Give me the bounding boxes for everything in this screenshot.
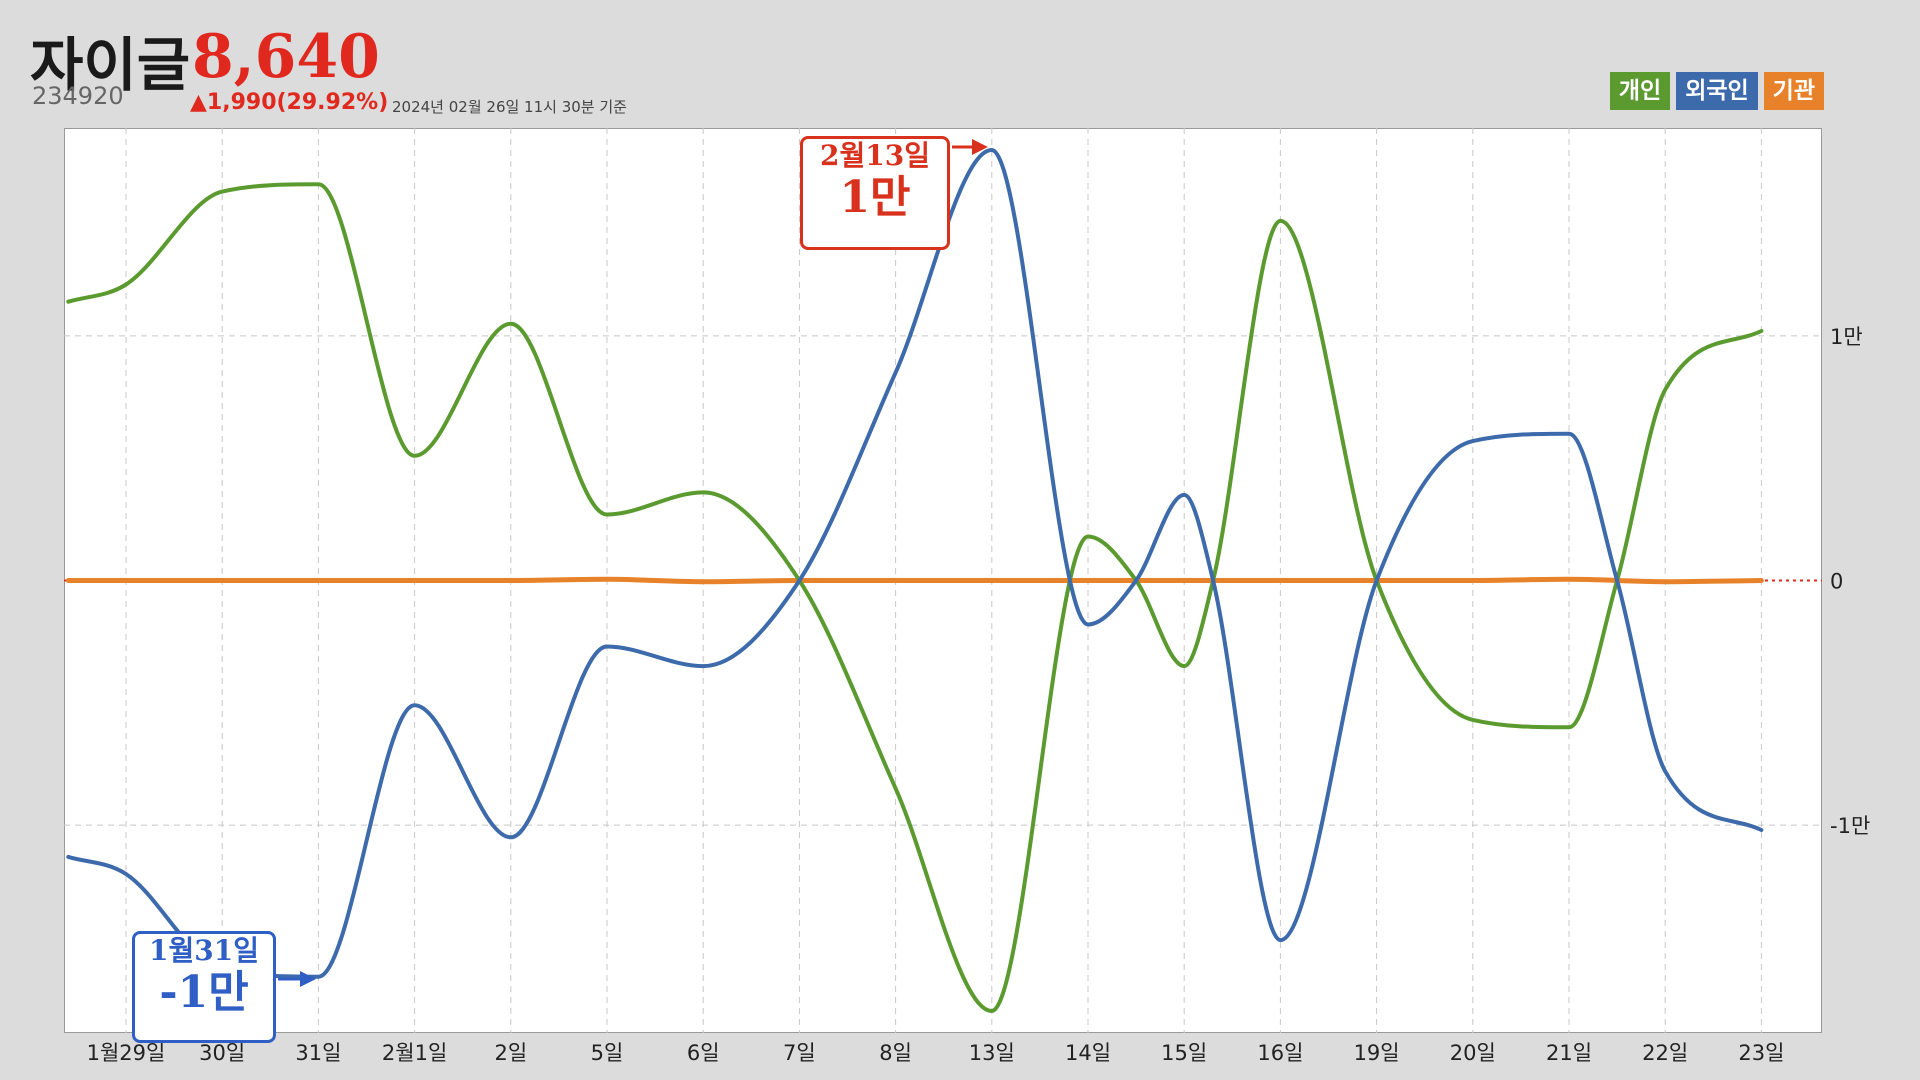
callout-max-date: 2월13일 [820, 139, 930, 172]
x-tick-label: 20일 [1450, 1041, 1496, 1065]
x-tick-label: 22일 [1642, 1041, 1688, 1065]
callout-max-value: 1만 [839, 172, 911, 223]
x-tick-label: 23일 [1738, 1041, 1784, 1065]
y-tick-label: -1만 [1830, 814, 1870, 838]
callout-min-arrowhead [300, 971, 316, 987]
stock-code: 234920 [32, 82, 124, 110]
x-tick-label: 2일 [494, 1041, 527, 1065]
stock-name: 자이글 [30, 31, 191, 99]
callout-max: 2월13일 1만 [800, 136, 950, 250]
legend: 개인 외국인 기관 [1609, 72, 1824, 110]
x-tick-label: 13일 [969, 1041, 1015, 1065]
y-tick-label: 1만 [1830, 325, 1863, 349]
callout-min-value: -1만 [159, 967, 249, 1018]
x-tick-label: 30일 [199, 1041, 245, 1065]
x-tick-label: 14일 [1065, 1041, 1111, 1065]
x-tick-label: 5일 [591, 1041, 624, 1065]
x-tick-label: 7일 [783, 1041, 816, 1065]
as-of-timestamp: 2024년 02월 26일 11시 30분 기준 [392, 98, 627, 116]
price-change: ▲1,990(29.92%) [190, 90, 389, 115]
legend-individual: 개인 [1609, 72, 1671, 110]
y-tick-label: 0 [1830, 570, 1843, 594]
callout-max-arrowhead [972, 139, 988, 155]
series-line-institution [65, 576, 1764, 585]
callout-min-date: 1월31일 [149, 934, 259, 967]
x-tick-label: 15일 [1161, 1041, 1207, 1065]
x-tick-label: 2월1일 [382, 1041, 447, 1065]
x-tick-label: 16일 [1257, 1041, 1303, 1065]
x-tick-label: 6일 [687, 1041, 720, 1065]
x-tick-label: 21일 [1546, 1041, 1592, 1065]
stock-price: 8,640 [192, 22, 380, 92]
callout-min: 1월31일 -1만 [132, 931, 276, 1043]
legend-institution: 기관 [1763, 72, 1824, 110]
legend-foreign: 외국인 [1676, 72, 1758, 110]
x-tick-label: 8일 [879, 1041, 912, 1065]
x-tick-label: 1월29일 [87, 1041, 166, 1065]
x-tick-label: 31일 [295, 1041, 341, 1065]
x-tick-label: 19일 [1354, 1041, 1400, 1065]
series-line-individual [66, 182, 1764, 1013]
series-line-foreign [66, 148, 1764, 979]
